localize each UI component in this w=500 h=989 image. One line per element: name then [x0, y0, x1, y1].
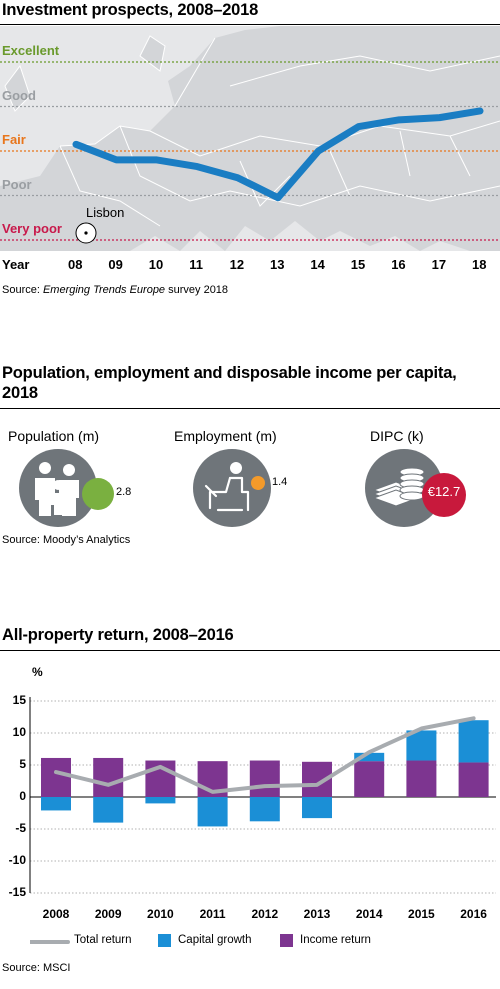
bar-capital-2010: [145, 797, 176, 804]
returns-source: Source: MSCI: [2, 962, 71, 974]
level-label-1: Good: [2, 87, 36, 103]
bar-capital-2011: [197, 797, 228, 827]
bar-income-2014: [354, 761, 385, 797]
bar-capital-2015: [406, 730, 437, 761]
population-label: Population (m): [8, 428, 100, 444]
year-tick-2: 10: [148, 257, 164, 272]
lisbon-marker: [75, 222, 97, 244]
year-axis-label: Year: [2, 257, 30, 272]
total-return-line: [54, 716, 476, 794]
bar-capital-2014: [354, 752, 385, 762]
prospects-source: Source: Emerging Trends Europe survey 20…: [2, 284, 229, 296]
population-icon: [19, 449, 114, 527]
year-tick-0: 08: [68, 257, 83, 272]
lisbon-label: Lisbon: [86, 205, 125, 220]
legend-income-swatch: [280, 934, 293, 947]
bar-capital-2009: [93, 797, 124, 823]
x-tick-2013: 2013: [303, 907, 331, 921]
x-tick-2008: 2008: [42, 907, 70, 921]
bar-capital-2012: [249, 797, 280, 822]
legend-capital-label: Capital growth: [178, 934, 252, 946]
returns-title: All-property return, 2008–2016: [2, 626, 234, 644]
level-label-4: Very poor: [2, 221, 62, 236]
x-tick-2012: 2012: [251, 907, 279, 921]
population-value-bubble: [82, 478, 114, 510]
prospects-title-rule: [0, 24, 500, 25]
x-tick-2011: 2011: [199, 907, 226, 921]
x-tick-2010: 2010: [147, 907, 174, 921]
y-tick-1: 10: [12, 725, 26, 739]
returns-unit: %: [32, 665, 43, 679]
returns-title-rule: [0, 650, 500, 651]
dipc-label: DIPC (k): [370, 428, 424, 444]
returns-bars: [41, 720, 489, 827]
y-tick-0: 15: [12, 693, 26, 707]
bar-income-2009: [93, 757, 124, 797]
year-tick-10: 18: [472, 257, 487, 272]
year-tick-9: 17: [431, 257, 447, 272]
population-value: 2.8: [116, 486, 132, 498]
employment-value-bubble: [251, 476, 265, 490]
employment-icon: [193, 449, 271, 527]
level-label-0: Excellent: [2, 43, 60, 58]
x-tick-2016: 2016: [460, 907, 487, 921]
y-tick-2: 5: [19, 757, 26, 771]
year-tick-1: 09: [108, 257, 123, 272]
level-label-3: Poor: [2, 176, 32, 192]
level-lines: [0, 61, 500, 241]
bar-capital-2016: [458, 720, 489, 763]
prospects-title: Investment prospects, 2008–2018: [2, 1, 259, 19]
bar-income-2012: [249, 760, 280, 797]
y-tick-5: -10: [8, 853, 26, 867]
year-tick-8: 16: [391, 257, 406, 272]
employment-value: 1.4: [272, 476, 288, 488]
employment-label: Employment (m): [174, 428, 277, 444]
x-tick-2015: 2015: [408, 907, 435, 921]
level-label-2: Fair: [2, 132, 26, 147]
legend-capital-swatch: [158, 934, 171, 947]
y-tick-3: 0: [19, 789, 26, 803]
bar-income-2016: [458, 762, 489, 797]
bar-capital-2013: [302, 797, 332, 819]
legend-total-swatch: [30, 940, 70, 944]
legend-income-label: Income return: [300, 934, 371, 946]
y-tick-4: -5: [15, 821, 26, 835]
dipc-value: €12.7: [427, 484, 461, 499]
dipc-icon: [365, 449, 466, 527]
prospects-chart: [0, 26, 500, 251]
x-tick-2014: 2014: [355, 907, 383, 921]
year-tick-3: 11: [189, 257, 203, 272]
bar-capital-2008: [41, 797, 71, 811]
prospect-line: [72, 107, 484, 202]
year-tick-7: 15: [350, 257, 366, 272]
year-tick-4: 12: [229, 257, 245, 272]
population-title-rule: [0, 408, 500, 409]
population-source: Source: Moody’s Analytics: [2, 534, 131, 546]
year-tick-6: 14: [310, 257, 325, 272]
y-tick-6: -15: [8, 885, 26, 899]
bar-income-2015: [406, 760, 437, 797]
legend-total-label: Total return: [74, 934, 132, 946]
returns-total-line: [54, 716, 476, 794]
bar-income-2008: [41, 757, 71, 797]
x-tick-2009: 2009: [94, 907, 122, 921]
returns-chart: [29, 697, 496, 894]
prospect-series: [72, 107, 484, 202]
dipc-value-bubble: [422, 473, 466, 517]
year-tick-5: 13: [270, 257, 285, 272]
europe-map: [0, 26, 500, 251]
population-title: Population, employment and disposable in…: [2, 364, 457, 402]
